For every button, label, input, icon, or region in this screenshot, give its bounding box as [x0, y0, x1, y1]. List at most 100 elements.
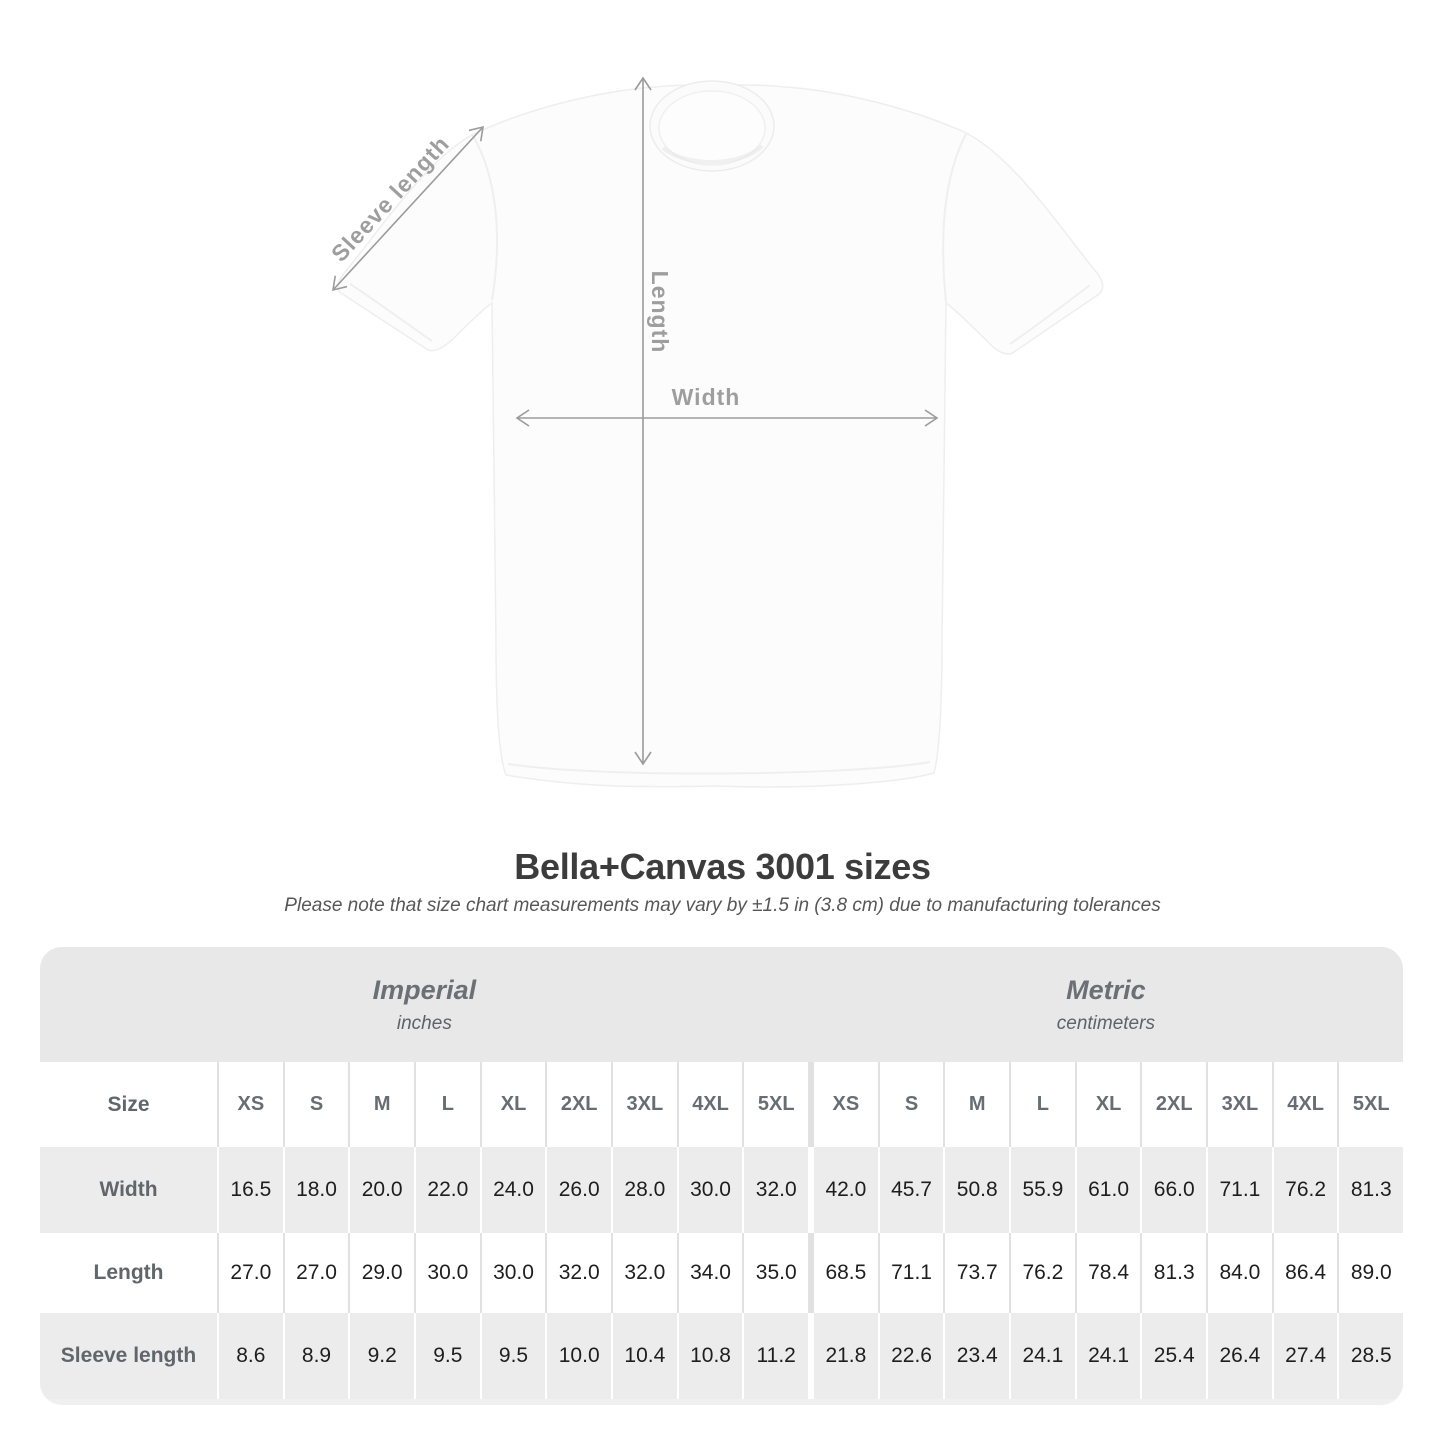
- tshirt-diagram: Sleeve length Length Width: [326, 76, 1104, 788]
- right-sleeve-seam: [942, 133, 967, 303]
- table-cell: 71.1: [877, 1233, 944, 1313]
- table-cell: 4XL: [676, 1062, 743, 1147]
- table-cell: 68.5: [812, 1233, 878, 1313]
- table-cell: 81.3: [1140, 1233, 1206, 1313]
- table-cell: 81.3: [1337, 1147, 1403, 1233]
- table-cell: 27.0: [217, 1233, 283, 1313]
- table-cell: 78.4: [1074, 1233, 1141, 1313]
- table-cell: 23.4: [943, 1313, 1009, 1399]
- length-row: Length 27.0 27.0 29.0 30.0 30.0 32.0 32.0 34.0 35…: [40, 1233, 1403, 1313]
- table-cell: 71.1: [1206, 1147, 1272, 1233]
- table-cell: 42.0: [812, 1147, 878, 1233]
- size-table: Imperial inches Metric centimeters Size X…: [40, 947, 1403, 1405]
- imperial-header: Imperial inches: [40, 947, 809, 1062]
- imperial-unit: inches: [396, 1012, 452, 1034]
- table-cell: S: [877, 1062, 944, 1147]
- table-cell: 24.1: [1009, 1313, 1075, 1399]
- table-cell: 3XL: [611, 1062, 677, 1147]
- table-cell: 4XL: [1271, 1062, 1338, 1147]
- table-cell: 3XL: [1206, 1062, 1272, 1147]
- table-cell: 21.8: [812, 1313, 878, 1399]
- table-cell: L: [414, 1062, 480, 1147]
- table-cell: 16.5: [217, 1147, 283, 1233]
- table-cell: 10.0: [545, 1313, 611, 1399]
- table-cell: 22.0: [414, 1147, 480, 1233]
- table-cell: 5XL: [742, 1062, 808, 1147]
- table-cell: 24.1: [1074, 1313, 1141, 1399]
- table-cell: 34.0: [676, 1233, 743, 1313]
- table-cell: XS: [812, 1062, 878, 1147]
- table-cell: 10.8: [676, 1313, 743, 1399]
- table-cell: 76.2: [1271, 1147, 1338, 1233]
- table-cell: 11.2: [742, 1313, 808, 1399]
- tshirt-collar-inner: [658, 90, 766, 166]
- row-label: Size: [107, 1092, 150, 1116]
- table-cell: 5XL: [1337, 1062, 1403, 1147]
- table-cell: M: [943, 1062, 1009, 1147]
- sleeve-length-row: Sleeve length 8.6 8.9 9.2 9.5 9.5 10.0 10.4 10.8…: [40, 1313, 1403, 1399]
- table-cell: 30.0: [414, 1233, 480, 1313]
- table-cell: S: [282, 1062, 349, 1147]
- row-label: Length: [93, 1261, 164, 1284]
- page-title: Bella+Canvas 3001 sizes: [514, 846, 931, 887]
- table-cell: 18.0: [282, 1147, 349, 1233]
- table-cell: 73.7: [943, 1233, 1009, 1313]
- table-cell: XS: [217, 1062, 283, 1147]
- table-cell: 28.0: [611, 1147, 677, 1233]
- table-cell: 9.2: [348, 1313, 414, 1399]
- table-cell: 20.0: [348, 1147, 414, 1233]
- imperial-title: Imperial: [372, 974, 477, 1005]
- page-subtitle: Please note that size chart measurements…: [284, 895, 1161, 916]
- table-cell: 27.4: [1271, 1313, 1338, 1399]
- tshirt-body: [337, 84, 1104, 788]
- table-cell: 32.0: [611, 1233, 677, 1313]
- table-cell: 10.4: [611, 1313, 677, 1399]
- table-cell: L: [1009, 1062, 1075, 1147]
- table-cell: 30.0: [479, 1233, 546, 1313]
- unit-divider: [808, 1313, 813, 1399]
- metric-title: Metric: [1066, 974, 1146, 1005]
- metric-unit: centimeters: [1056, 1012, 1155, 1034]
- table-cell: 26.4: [1206, 1313, 1272, 1399]
- table-cell: 45.7: [877, 1147, 944, 1233]
- table-cell: 2XL: [545, 1062, 611, 1147]
- sleeve-length-arrow: [332, 125, 484, 292]
- right-sleeve-hem: [1009, 284, 1091, 345]
- table-cell: XL: [1074, 1062, 1141, 1147]
- length-label: Length: [647, 271, 673, 354]
- table-cell: XL: [479, 1062, 546, 1147]
- table-cell: 2XL: [1140, 1062, 1206, 1147]
- table-cell: 66.0: [1140, 1147, 1206, 1233]
- table-cell: 26.0: [545, 1147, 611, 1233]
- size-header-row: Size XS S M L XL 2XL 3XL 4XL 5XL XS S M L XL 2XL 3XL 4XL 5…: [40, 1062, 1403, 1147]
- table-cell: 27.0: [282, 1233, 349, 1313]
- unit-divider: [808, 1147, 813, 1233]
- table-cell: 86.4: [1271, 1233, 1338, 1313]
- table-cell: 9.5: [414, 1313, 480, 1399]
- table-cell: 8.9: [282, 1313, 349, 1399]
- unit-header-band: Imperial inches Metric centimeters: [40, 947, 1403, 1062]
- table-cell: 32.0: [545, 1233, 611, 1313]
- table-cell: 8.6: [217, 1313, 283, 1399]
- row-label: Width: [99, 1178, 158, 1201]
- table-cell: 61.0: [1074, 1147, 1141, 1233]
- row-label: Sleeve length: [60, 1344, 197, 1367]
- table-cell: 55.9: [1009, 1147, 1075, 1233]
- table-cell: 30.0: [676, 1147, 743, 1233]
- table-cell: 29.0: [348, 1233, 414, 1313]
- table-cell: 84.0: [1206, 1233, 1272, 1313]
- table-cell: 35.0: [742, 1233, 808, 1313]
- metric-header: Metric centimeters: [809, 947, 1403, 1062]
- unit-divider: [808, 1233, 813, 1313]
- tshirt-graphic: [337, 80, 1104, 788]
- bottom-hem-seam: [507, 761, 931, 775]
- table-cell: 9.5: [479, 1313, 546, 1399]
- width-row: Width 16.5 18.0 20.0 22.0 24.0 26.0 28.0 30.0 32.…: [40, 1147, 1403, 1233]
- unit-divider: [808, 1062, 813, 1147]
- table-cell: 89.0: [1337, 1233, 1403, 1313]
- table-cell: 25.4: [1140, 1313, 1206, 1399]
- width-label: Width: [672, 384, 741, 410]
- table-cell: 32.0: [742, 1147, 808, 1233]
- table-cell: 50.8: [943, 1147, 1009, 1233]
